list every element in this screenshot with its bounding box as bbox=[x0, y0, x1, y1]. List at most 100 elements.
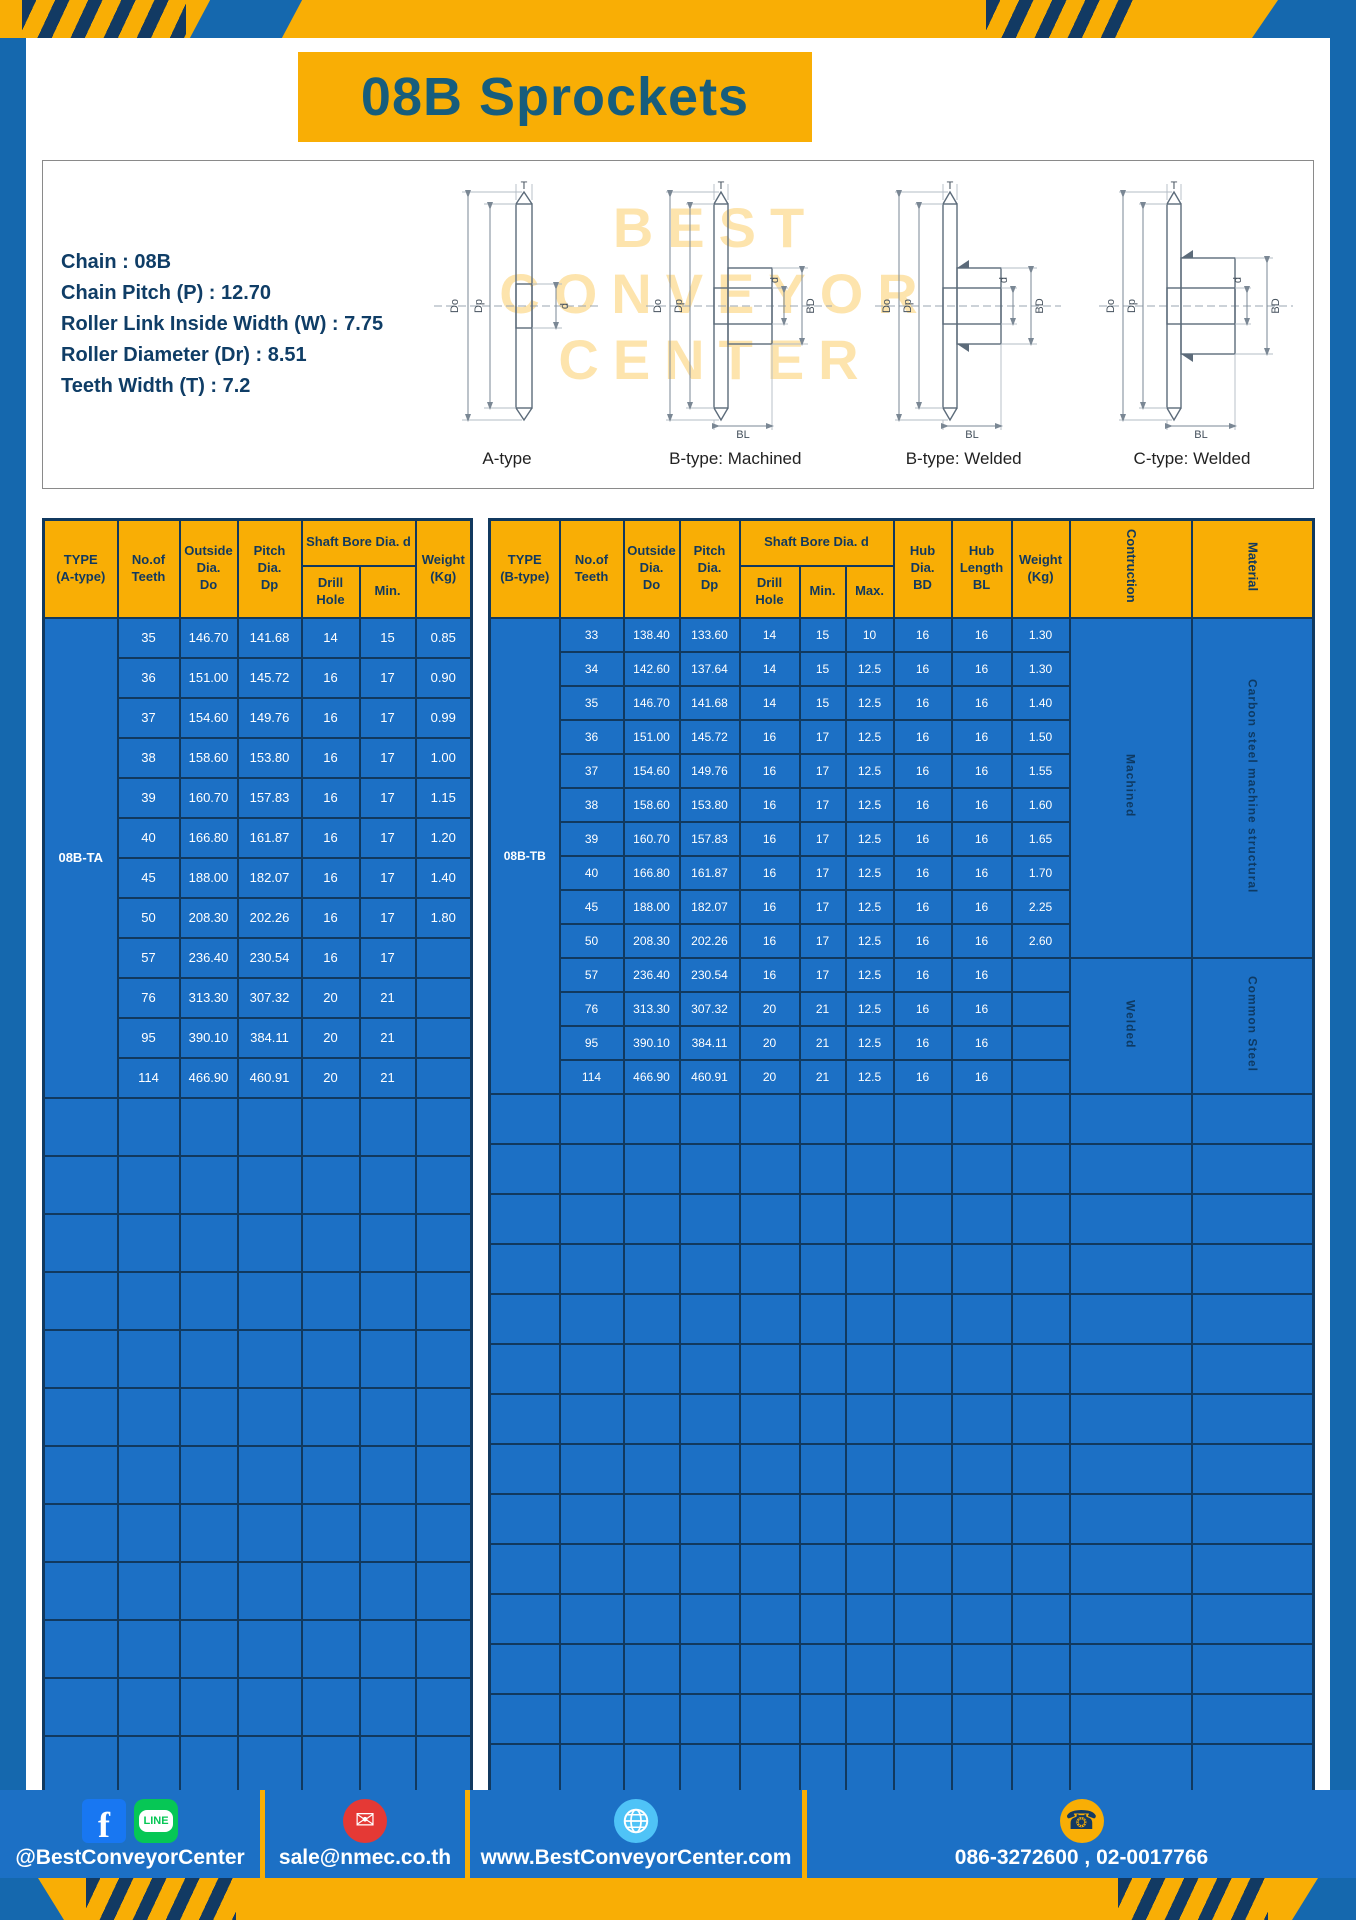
dim-label-d: d bbox=[1232, 277, 1244, 283]
table-cell: 16 bbox=[738, 854, 801, 891]
table-cell: 17 bbox=[358, 936, 417, 979]
empty-cell bbox=[116, 1502, 181, 1563]
col-header-hub-dia: Hub Dia. BD bbox=[892, 518, 953, 619]
empty-cell bbox=[42, 1328, 119, 1389]
table-cell: 12.5 bbox=[844, 990, 895, 1027]
table-row: 50 208.30 202.26 16 17 12.5 16 16 2.60 bbox=[490, 922, 1314, 959]
globe-icon[interactable] bbox=[614, 1798, 658, 1843]
empty-cell bbox=[1068, 1542, 1193, 1595]
dim-label-d: d bbox=[559, 303, 571, 309]
blue-segment bbox=[0, 1878, 64, 1920]
table-row: 114 466.90 460.91 20 21 12.5 16 16 bbox=[490, 1058, 1314, 1095]
table-cell: 16 bbox=[892, 820, 953, 857]
empty-cell bbox=[414, 1734, 473, 1795]
diagram-box: BEST CONVEYOR CENTER Chain : 08B Chain P… bbox=[42, 160, 1314, 489]
spec-line: Chain Pitch (P) : 12.70 bbox=[61, 282, 272, 304]
empty-cell bbox=[844, 1392, 895, 1445]
empty-cell bbox=[236, 1154, 303, 1215]
empty-cell bbox=[488, 1542, 561, 1595]
line-glyph: LINE bbox=[139, 1809, 173, 1832]
table-cell: 95 bbox=[116, 1016, 181, 1059]
empty-cell bbox=[300, 1154, 361, 1215]
empty-cell bbox=[178, 1328, 239, 1389]
empty-cell bbox=[1010, 1692, 1071, 1745]
table-cell: 188.00 bbox=[622, 888, 681, 925]
table-row: 45 188.00 182.07 16 17 12.5 16 16 2.25 bbox=[490, 888, 1314, 925]
empty-cell bbox=[1068, 1242, 1193, 1295]
table-cell: 12.5 bbox=[844, 854, 895, 891]
table-cell: 21 bbox=[798, 1058, 847, 1095]
phone-glyph: ☎ bbox=[1065, 1805, 1098, 1835]
empty-cell bbox=[622, 1342, 681, 1395]
dim-label-dp: Dp bbox=[902, 299, 914, 313]
table-cell: 145.72 bbox=[236, 656, 303, 699]
empty-cell bbox=[358, 1676, 417, 1737]
empty-cell bbox=[558, 1692, 625, 1745]
table-cell: 16 bbox=[892, 956, 953, 993]
col-header-min: Min. bbox=[358, 564, 417, 619]
table-cell: 16 bbox=[950, 616, 1013, 653]
empty-cell bbox=[558, 1342, 625, 1395]
empty-cell bbox=[414, 1154, 473, 1215]
empty-cell bbox=[488, 1692, 561, 1745]
table-cell: 16 bbox=[738, 888, 801, 925]
dim-label-t: T bbox=[946, 180, 953, 192]
table-cell: 17 bbox=[358, 856, 417, 899]
empty-row bbox=[488, 1592, 1315, 1645]
email-icon[interactable]: ✉ bbox=[343, 1798, 387, 1843]
table-cell bbox=[1010, 1024, 1071, 1061]
table-cell: 16 bbox=[950, 820, 1013, 857]
empty-cell bbox=[844, 1442, 895, 1495]
line-icon[interactable]: LINE bbox=[134, 1798, 178, 1843]
empty-cell bbox=[622, 1392, 681, 1445]
phone-numbers[interactable]: 086-3272600 , 02-0017766 bbox=[954, 1845, 1209, 1869]
table-cell: 40 bbox=[558, 854, 625, 891]
table-cell: 50 bbox=[558, 922, 625, 959]
table-cell: 149.76 bbox=[236, 696, 303, 739]
empty-row bbox=[42, 1444, 473, 1505]
table-cell bbox=[1010, 956, 1071, 993]
table-cell: 16 bbox=[738, 786, 801, 823]
empty-cell bbox=[844, 1542, 895, 1595]
empty-cell bbox=[558, 1642, 625, 1695]
table-cell: 141.68 bbox=[678, 684, 741, 721]
empty-cell bbox=[1010, 1642, 1071, 1695]
empty-cell bbox=[558, 1542, 625, 1595]
dim-label-do: Do bbox=[1105, 299, 1117, 313]
table-cell: 166.80 bbox=[178, 816, 239, 859]
empty-cell bbox=[488, 1592, 561, 1645]
empty-cell bbox=[300, 1676, 361, 1737]
empty-cell bbox=[1190, 1192, 1315, 1245]
empty-row bbox=[488, 1742, 1315, 1795]
email-address[interactable]: sale@nmec.co.th bbox=[278, 1845, 452, 1869]
table-row: 08B-TB 33 138.40 133.60 14 15 10 16 16 1.30 Machin… bbox=[488, 616, 1315, 1095]
table-cell: 16 bbox=[950, 786, 1013, 823]
empty-cell bbox=[116, 1328, 181, 1389]
empty-cell bbox=[488, 1092, 561, 1145]
empty-cell bbox=[950, 1342, 1013, 1395]
table-cell: 20 bbox=[300, 1056, 361, 1099]
empty-cell bbox=[1190, 1492, 1315, 1545]
table-cell: 1.65 bbox=[1010, 820, 1071, 857]
facebook-icon[interactable]: f bbox=[82, 1798, 126, 1843]
dim-label-bl: BL bbox=[965, 429, 978, 441]
table-cell: 17 bbox=[358, 896, 417, 939]
col-header-outside-dia: Outside Dia. Do bbox=[622, 518, 681, 619]
empty-cell bbox=[358, 1154, 417, 1215]
table-cell: 21 bbox=[798, 990, 847, 1027]
website-url[interactable]: www.BestConveyorCenter.com bbox=[480, 1845, 792, 1869]
table-cell: 1.15 bbox=[414, 776, 473, 819]
empty-cell bbox=[42, 1270, 119, 1331]
table-cell: 1.30 bbox=[1010, 616, 1071, 653]
table-cell: 16 bbox=[950, 956, 1013, 993]
phone-icon[interactable]: ☎ bbox=[1059, 1798, 1104, 1843]
table-cell bbox=[1010, 990, 1071, 1027]
empty-row bbox=[42, 1560, 473, 1621]
material-label: Carbon steel machine structural bbox=[1245, 678, 1260, 894]
empty-cell bbox=[236, 1734, 303, 1795]
table-cell: 15 bbox=[358, 616, 417, 659]
facebook-handle[interactable]: @BestConveyorCenter bbox=[15, 1845, 245, 1869]
table-row: 40 166.80 161.87 16 17 1.20 bbox=[44, 816, 473, 859]
table-cell: 151.00 bbox=[178, 656, 239, 699]
col-header-type: TYPE (B-type) bbox=[488, 518, 561, 619]
